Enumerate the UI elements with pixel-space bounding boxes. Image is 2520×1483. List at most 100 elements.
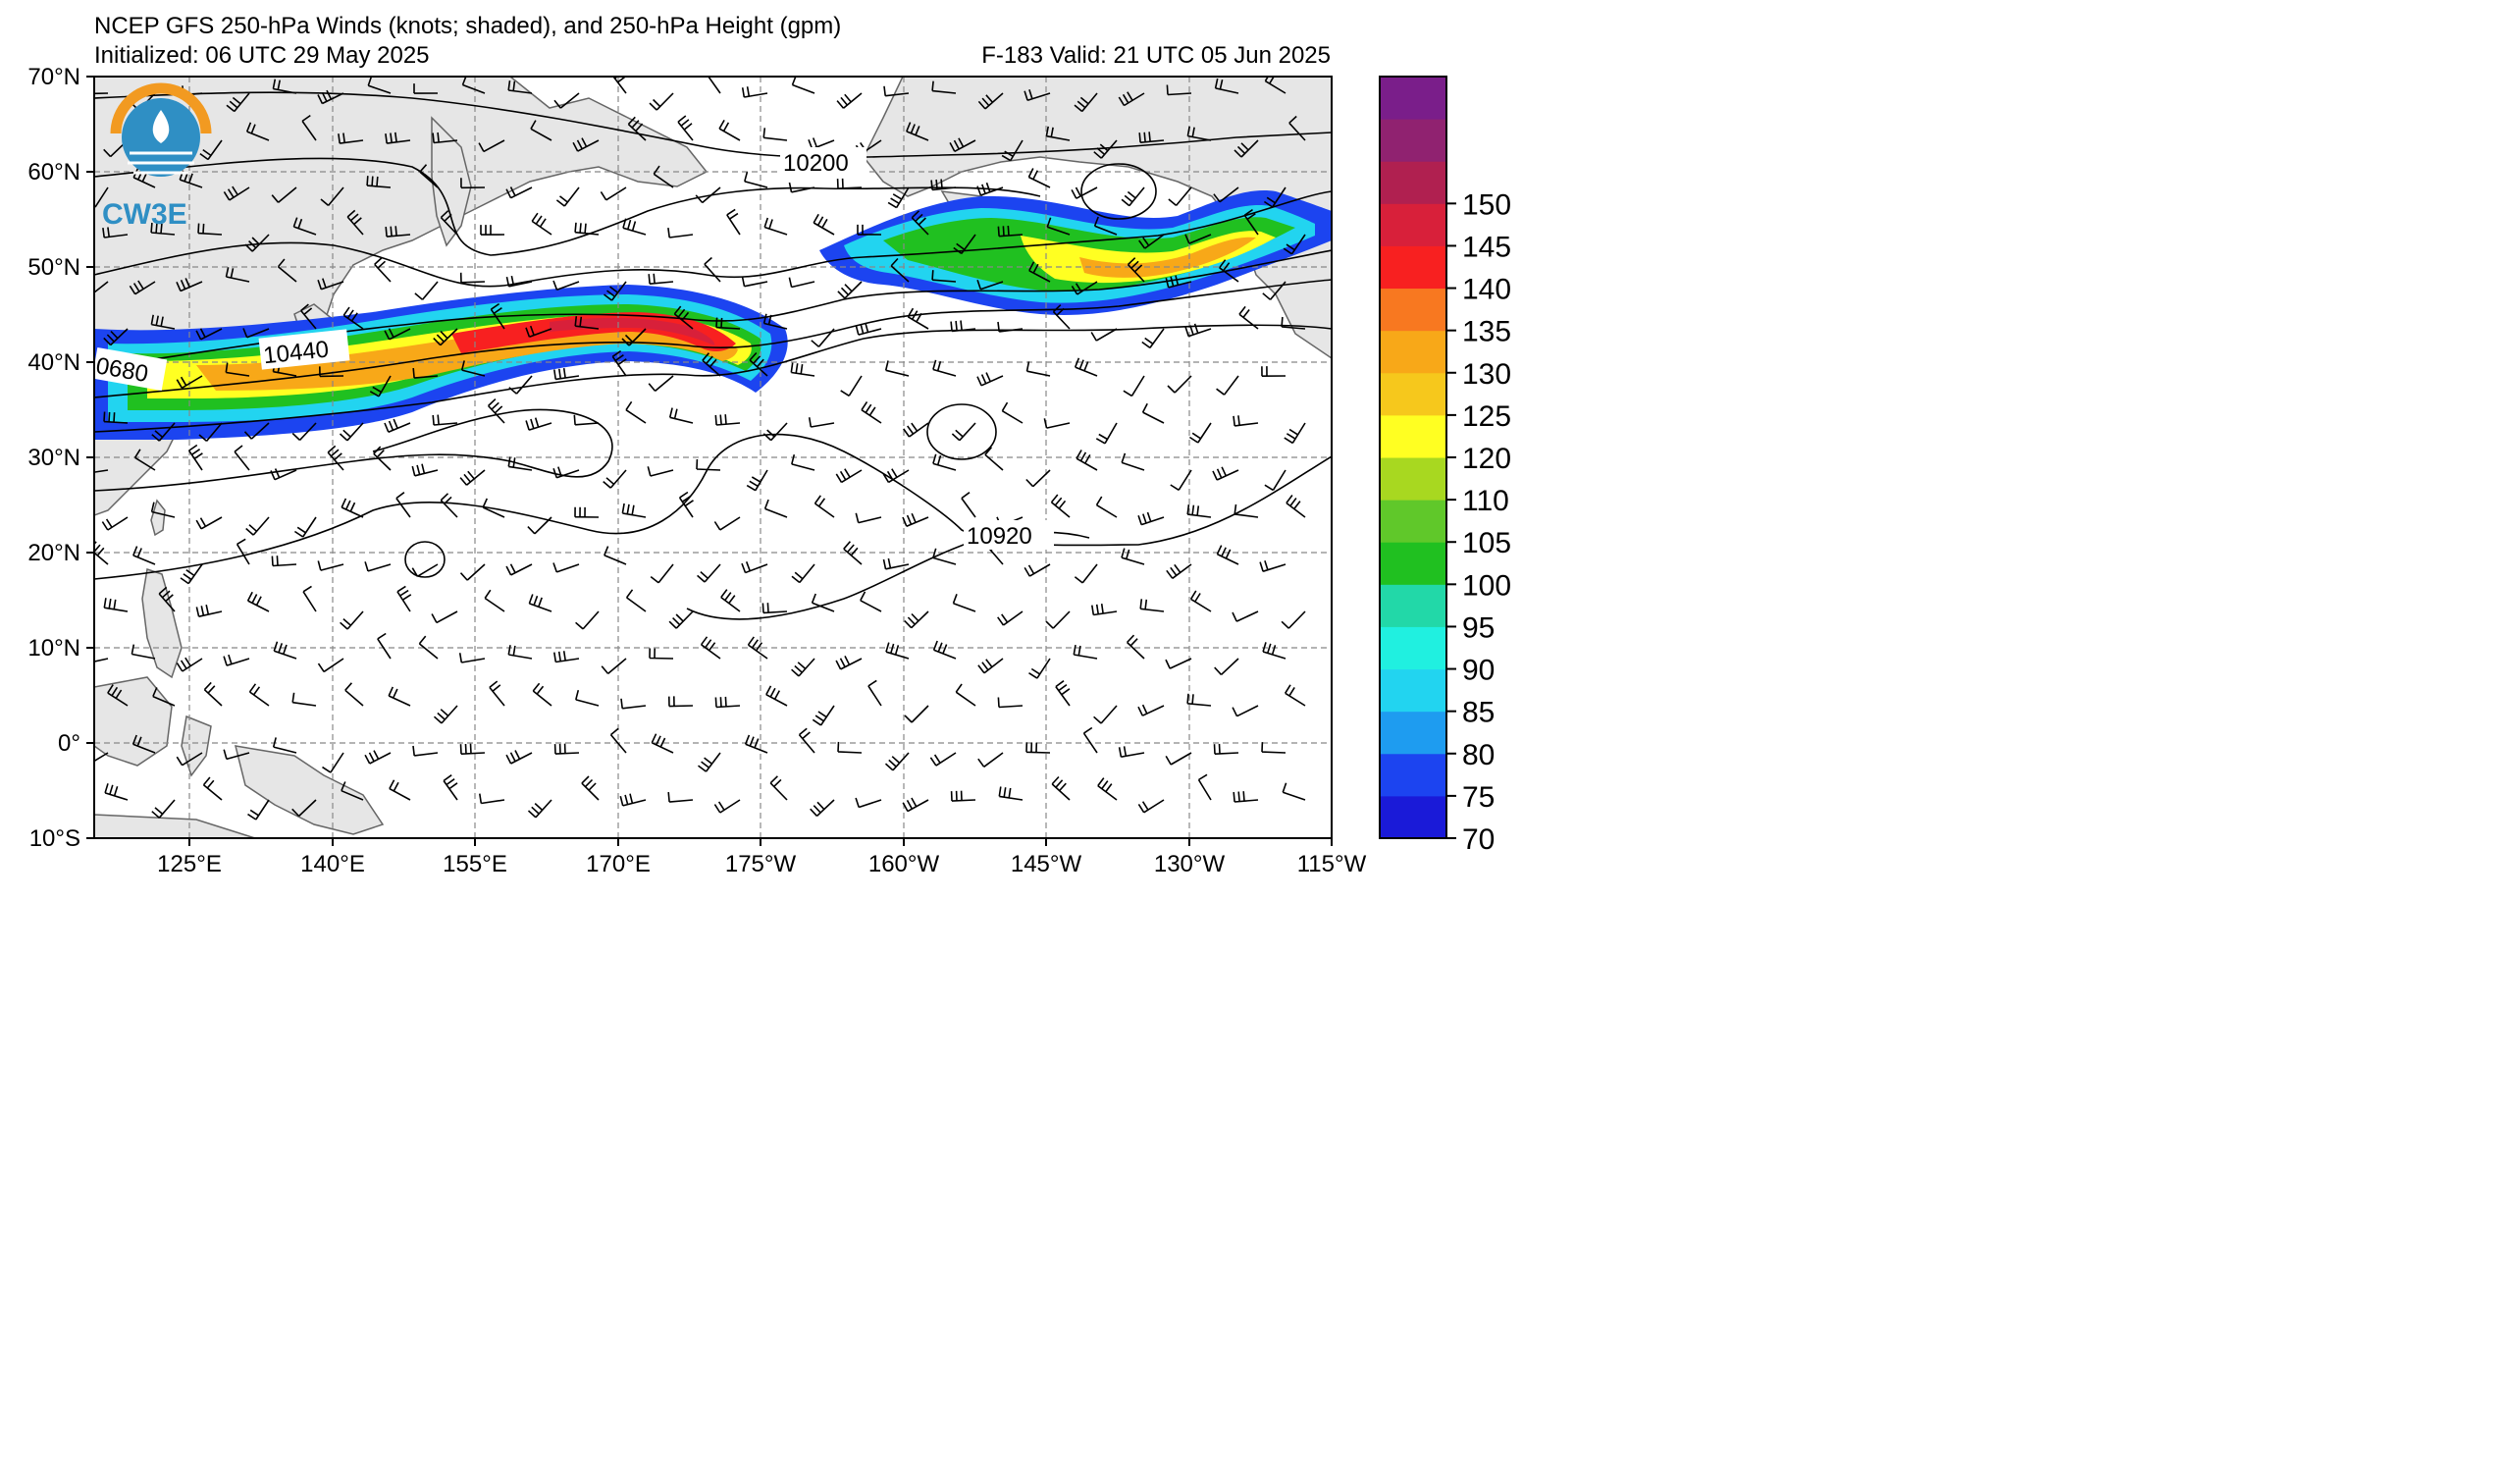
wind-barb — [902, 512, 929, 527]
wind-barb — [1233, 415, 1259, 427]
height-contour-e — [94, 324, 1332, 433]
colorbar-segment — [1380, 119, 1446, 162]
wind-barb — [1025, 361, 1051, 377]
wind-barb — [843, 541, 863, 565]
wind-barb — [344, 682, 364, 707]
wind-barb — [949, 137, 976, 153]
wind-barb — [1091, 603, 1118, 616]
wind-barb — [433, 328, 458, 346]
wind-barb — [714, 696, 741, 709]
wind-barb — [1216, 375, 1239, 396]
wind-barb — [553, 92, 580, 109]
wind-barb — [525, 325, 552, 338]
wind-barb — [713, 516, 741, 531]
wind-barb — [1216, 545, 1239, 565]
wind-barb — [1234, 139, 1259, 158]
wind-barb — [667, 792, 694, 803]
wind-barb — [317, 278, 344, 291]
wind-barb — [611, 349, 627, 377]
wind-barb — [977, 92, 1004, 110]
wind-barb — [245, 122, 270, 141]
wind-barb — [342, 306, 364, 330]
wind-barb — [505, 750, 533, 765]
wind-barb — [1050, 494, 1071, 518]
wind-barb — [1214, 658, 1239, 675]
wind-barb — [601, 658, 627, 675]
wind-barb — [882, 557, 910, 570]
wind-barb — [302, 585, 317, 612]
wind-barb — [668, 610, 694, 629]
wind-barb — [527, 516, 552, 535]
wind-barb — [505, 186, 533, 199]
wind-barb — [223, 185, 250, 201]
wind-barb — [788, 277, 815, 289]
wind-barb — [581, 775, 600, 801]
lat-label-60N: 60°N — [27, 159, 80, 185]
wind-barb — [997, 321, 1024, 333]
wind-barb — [1071, 186, 1098, 199]
colorbar-segments — [1380, 77, 1446, 839]
wind-barb — [650, 563, 674, 584]
land-layer — [94, 77, 1332, 838]
lon-label-130W: 130°W — [1154, 851, 1226, 877]
wind-barb — [195, 605, 223, 617]
wind-barb — [1262, 281, 1286, 300]
map-title: NCEP GFS 250-hPa Winds (knots; shaded), … — [94, 13, 842, 39]
wind-barb — [1238, 305, 1259, 330]
wind-barb — [291, 422, 317, 441]
wind-barb — [317, 560, 344, 571]
wind-barb — [179, 170, 203, 188]
wind-barb — [952, 594, 976, 612]
wind-barb — [790, 362, 815, 377]
wind-barb — [131, 734, 156, 754]
wind-barb — [835, 656, 863, 670]
wind-barb — [236, 538, 250, 565]
wind-barb — [718, 120, 741, 141]
wind-barb — [1261, 366, 1286, 377]
wind-barb — [574, 506, 600, 518]
wind-barb — [151, 799, 176, 819]
wind-barb — [791, 658, 815, 677]
wind-barb — [374, 257, 392, 283]
wind-barb — [903, 422, 929, 438]
wind-barb — [953, 234, 976, 255]
wind-barb — [931, 270, 957, 283]
wind-barb — [930, 179, 957, 191]
wind-barb — [609, 727, 627, 754]
wind-barb — [647, 466, 674, 477]
wind-barb — [94, 465, 109, 473]
wind-barb — [1082, 726, 1098, 754]
wind-barb — [1095, 496, 1118, 518]
wind-barb — [572, 137, 600, 152]
jet-east-orange — [1079, 237, 1256, 278]
wind-barb — [883, 85, 910, 97]
wind-barb — [384, 418, 411, 433]
north-america-landmass — [863, 77, 1332, 359]
colorbar-segment — [1380, 795, 1446, 839]
lon-label-155E: 155°E — [443, 851, 507, 877]
wind-barb — [1166, 84, 1192, 96]
wind-barb — [553, 367, 580, 381]
wind-barb — [1214, 78, 1239, 94]
wind-barb — [505, 275, 533, 288]
wind-barb — [1189, 590, 1212, 612]
wind-barb — [418, 635, 439, 660]
wind-barb — [808, 417, 835, 428]
wind-barb — [440, 210, 458, 236]
wind-barb — [198, 422, 223, 443]
wind-barb — [814, 495, 835, 518]
lon-label-115W: 115°W — [1297, 851, 1367, 877]
wind-barb — [1219, 259, 1239, 283]
wind-barb — [714, 414, 741, 426]
wind-barb — [225, 267, 250, 283]
wind-barb — [1093, 216, 1118, 236]
wind-barb — [1233, 791, 1259, 803]
lat-label-40N: 40°N — [27, 349, 80, 376]
wind-barb — [552, 466, 580, 479]
lat-label-50N: 50°N — [27, 254, 80, 281]
wind-barb — [702, 352, 721, 377]
wind-barb — [158, 586, 176, 612]
wind-barb — [389, 779, 411, 801]
colorbar-segment — [1380, 414, 1446, 458]
wind-barb — [1090, 328, 1118, 342]
